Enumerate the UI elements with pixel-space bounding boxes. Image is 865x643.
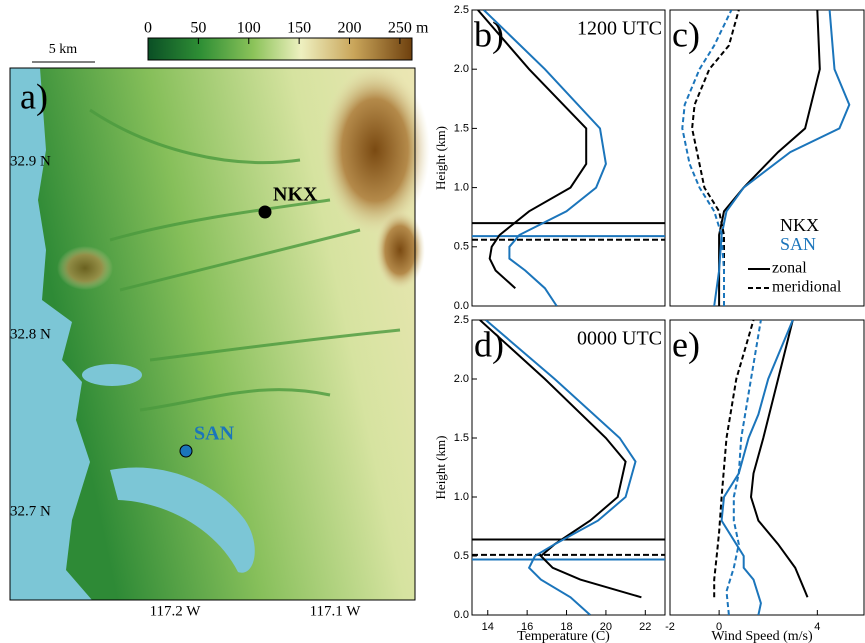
headland — [57, 246, 113, 290]
profile-line — [720, 320, 794, 615]
x-axis-label: Wind Speed (m/s) — [711, 629, 813, 643]
y-tick-label: 0.5 — [454, 241, 469, 253]
mission-bay — [82, 364, 142, 386]
profile-line — [483, 10, 607, 306]
colorbar-tick-label: 150 — [287, 20, 311, 37]
colorbar-tick-label: 100 — [237, 20, 261, 37]
lat-label: 32.9 N — [10, 153, 51, 169]
x-tick-label: 14 — [482, 621, 494, 633]
y-axis-label: Height (km) — [433, 436, 448, 500]
site-marker — [179, 444, 193, 458]
x-axis-label: Temperature (C) — [517, 629, 610, 643]
panel-label: d) — [474, 324, 504, 364]
y-tick-label: 1.5 — [454, 122, 469, 134]
profile-line — [713, 320, 755, 598]
panel-label: c) — [672, 14, 700, 54]
x-tick-label: 16 — [521, 621, 533, 633]
profile-line — [485, 320, 637, 615]
lon-label: 117.1 W — [310, 603, 362, 619]
profile-line — [477, 10, 588, 289]
y-tick-label: 1.0 — [454, 182, 469, 194]
profile-panel: 0.0 0.5 1.0 1.5 2.0 2.5 b) 1200 UTC Height (km) — [433, 4, 666, 312]
y-tick-label: 2.5 — [454, 314, 469, 326]
profile-panel: 0.0 0.5 1.0 1.5 2.0 2.5 14 16 18 20 22 d) 0000 UTC He… — [433, 314, 666, 643]
x-tick-label: 18 — [560, 621, 572, 633]
x-tick-label: 22 — [639, 621, 651, 633]
y-tick-label: 0.0 — [454, 300, 469, 312]
profile-line — [725, 320, 762, 615]
site-label: NKX — [273, 184, 318, 206]
x-tick-label: -2 — [665, 621, 675, 633]
x-tick-label: 0 — [716, 621, 722, 633]
time-label: 1200 UTC — [577, 18, 662, 40]
legend-label: SAN — [780, 234, 816, 254]
lat-label: 32.7 N — [10, 503, 51, 519]
y-tick-label: 0.0 — [454, 609, 469, 621]
map-panel: a) 5 km 32.9 N 32.8 N 32.7 N 117.2 W 117… — [9, 37, 430, 619]
lon-label: 117.2 W — [150, 603, 202, 619]
profile-line — [749, 320, 809, 598]
y-tick-label: 2.5 — [454, 4, 469, 16]
profile-line — [713, 10, 851, 306]
y-tick-label: 0.5 — [454, 550, 469, 562]
panel-label: e) — [672, 324, 700, 364]
legend-label: NKX — [780, 215, 819, 235]
profile-line — [479, 320, 642, 599]
panel-frame — [471, 9, 666, 307]
profile-line — [691, 10, 740, 306]
y-axis-label: Height (km) — [433, 126, 448, 190]
site-label: SAN — [194, 423, 235, 445]
lat-label: 32.8 N — [10, 326, 51, 342]
x-tick-label: 20 — [600, 621, 612, 633]
time-label: 0000 UTC — [577, 328, 662, 350]
site-marker — [258, 205, 272, 219]
map-frame — [9, 67, 416, 601]
colorbar-tick-label: 250 — [388, 20, 412, 37]
profile-line — [681, 10, 733, 306]
colorbar-unit: m — [416, 20, 429, 37]
y-tick-label: 2.0 — [454, 373, 469, 385]
y-tick-label: 2.0 — [454, 63, 469, 75]
scale-label: 5 km — [49, 42, 78, 57]
highland — [375, 210, 425, 290]
colorbar-tick-label: 50 — [190, 20, 206, 37]
x-tick-label: 4 — [814, 621, 820, 633]
panel-frame — [669, 319, 865, 616]
san-diego-bay — [110, 467, 255, 573]
legend-label: meridional — [772, 279, 842, 296]
panel-label: a) — [20, 76, 48, 116]
profile-panel: -2 0 4 e) Wind Speed (m/s) — [665, 319, 865, 643]
colorbar — [147, 37, 413, 61]
highland — [320, 65, 430, 235]
y-tick-label: 1.5 — [454, 432, 469, 444]
panel-label: b) — [474, 14, 504, 54]
panel-frame — [669, 9, 865, 307]
y-tick-label: 1.0 — [454, 491, 469, 503]
colorbar-tick-label: 0 — [144, 20, 152, 37]
valleys — [89, 108, 401, 412]
colorbar-tick-label: 200 — [338, 20, 362, 37]
legend-label: zonal — [772, 260, 807, 277]
